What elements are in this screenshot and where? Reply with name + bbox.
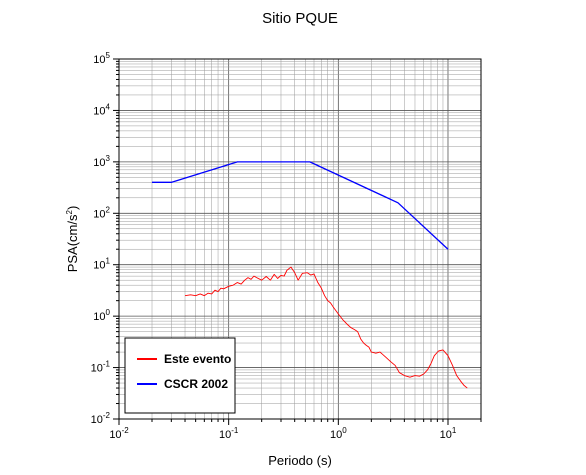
x-tick-labels: 10-2 10-1 100 101 xyxy=(109,426,457,441)
y-tick-label: 100 xyxy=(93,308,110,323)
legend-label-cscr-2002: CSCR 2002 xyxy=(164,377,228,391)
legend-box xyxy=(124,337,236,414)
legend: Este evento CSCR 2002 xyxy=(124,337,236,414)
x-tick-label: 100 xyxy=(330,426,347,441)
y-tick-label: 10-1 xyxy=(91,360,111,375)
x-tick-label: 101 xyxy=(440,426,457,441)
y-axis-label-main: PSA(cm/s xyxy=(65,214,80,272)
y-tick-label: 101 xyxy=(93,257,110,272)
series-line-este-evento xyxy=(184,266,468,389)
y-axis-label-close: ) xyxy=(65,206,80,210)
axis-ticks xyxy=(113,58,482,425)
x-tick-label: 10-2 xyxy=(109,426,129,441)
chart-title: Sitio PQUE xyxy=(262,10,338,27)
y-axis-label: PSA(cm/s2) xyxy=(65,206,80,273)
y-tick-label: 105 xyxy=(93,51,110,66)
series-line-cscr-2002 xyxy=(152,161,449,250)
y-tick-label: 103 xyxy=(93,154,110,169)
y-tick-labels: 10-2 10-1 100 101 102 103 104 105 xyxy=(91,51,111,426)
y-tick-label: 102 xyxy=(93,205,110,220)
y-tick-label: 10-2 xyxy=(91,411,111,426)
legend-label-este-evento: Este evento xyxy=(164,352,231,366)
x-tick-label: 10-1 xyxy=(219,426,239,441)
y-tick-label: 104 xyxy=(93,102,110,117)
series-layer xyxy=(152,161,468,389)
y-axis-label-sup: 2 xyxy=(65,210,74,215)
x-axis-label: Periodo (s) xyxy=(268,453,332,468)
plot-frame xyxy=(118,58,482,420)
